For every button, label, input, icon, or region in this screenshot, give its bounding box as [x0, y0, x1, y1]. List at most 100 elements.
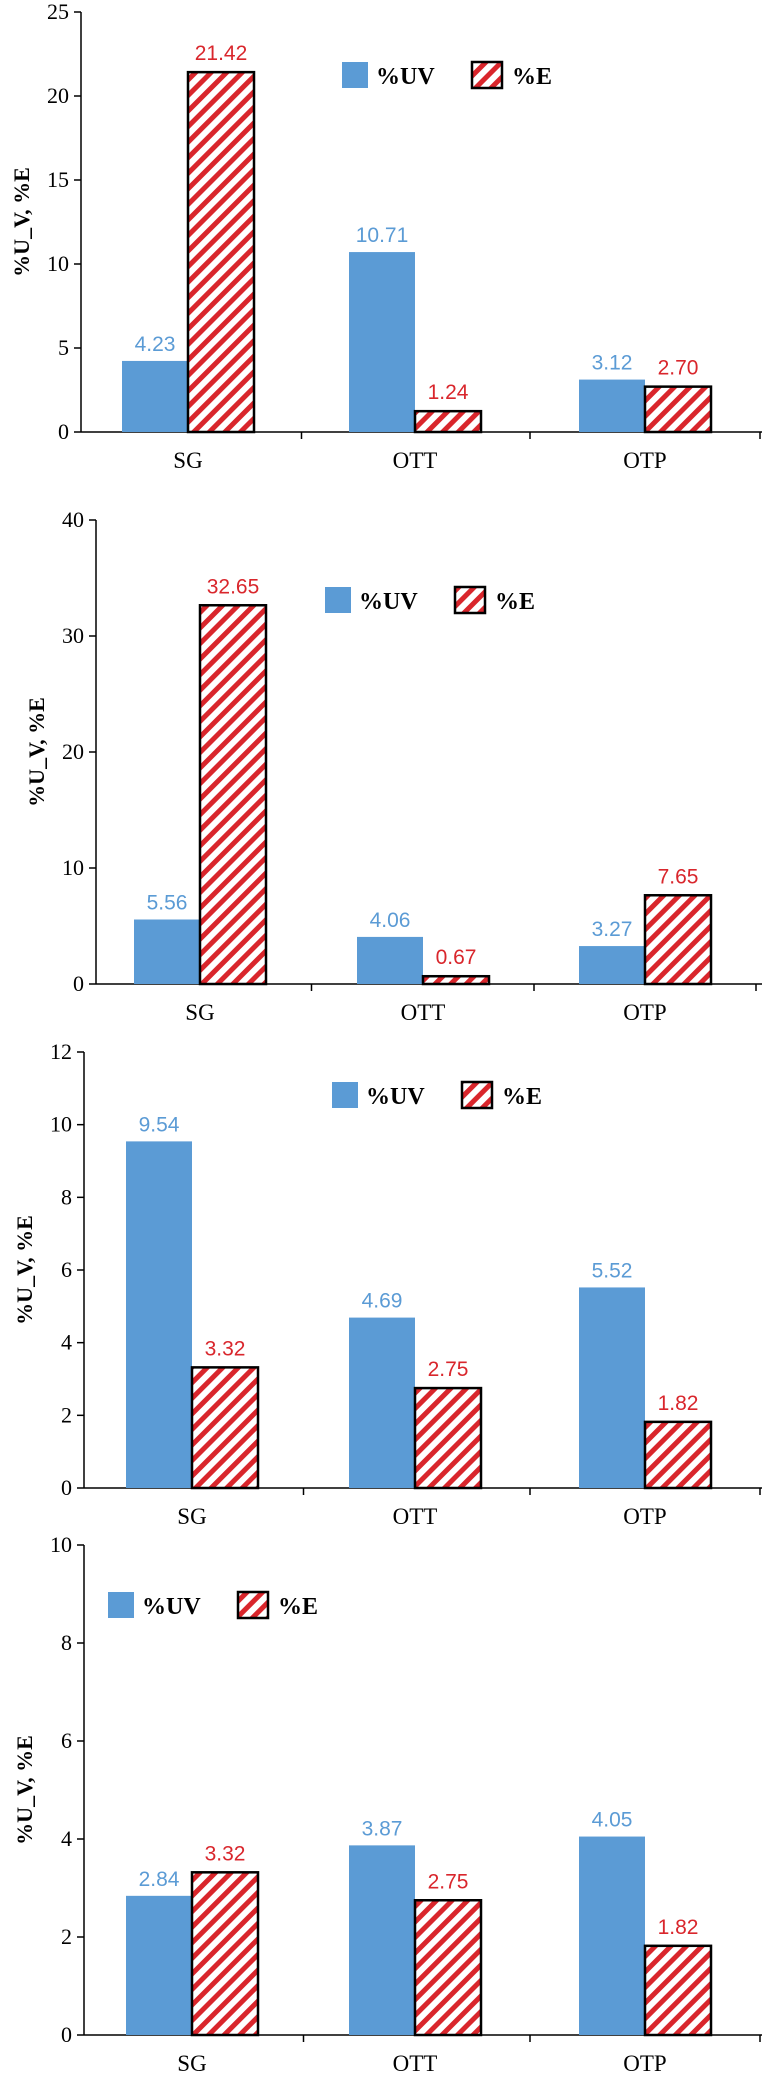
- bar-e-sg: [186, 70, 256, 434]
- legend-label-uv: %UV: [359, 589, 418, 615]
- data-label-e-otp: 7.65: [658, 865, 699, 888]
- bar-uv-ott: [349, 1845, 415, 2035]
- x-category-label: SG: [177, 1504, 206, 1529]
- data-label-e-sg: 3.32: [205, 1842, 246, 1865]
- y-tick-label: 20: [62, 739, 84, 764]
- y-tick-label: 0: [73, 971, 84, 996]
- legend: %UV %E: [325, 585, 535, 615]
- data-label-e-otp: 2.70: [658, 357, 699, 380]
- y-tick-label: 0: [61, 2022, 72, 2047]
- data-label-e-otp: 1.82: [658, 1392, 699, 1415]
- data-label-uv-ott: 3.87: [362, 1817, 403, 1840]
- data-label-uv-otp: 3.27: [592, 918, 633, 941]
- data-label-e-ott: 0.67: [436, 946, 477, 969]
- legend-label-e: %E: [495, 589, 535, 615]
- data-label-e-ott: 2.75: [428, 1358, 469, 1381]
- y-tick-label: 5: [58, 335, 69, 360]
- bar-e-otp: [643, 1944, 713, 2037]
- bar-uv-sg: [122, 360, 188, 432]
- y-tick-label: 2: [61, 1402, 72, 1427]
- legend-swatch-uv: [325, 587, 351, 613]
- legend-label-uv: %UV: [366, 1084, 425, 1110]
- x-category-label: OTT: [393, 448, 438, 473]
- y-tick-label: 15: [47, 167, 69, 192]
- bar-e-ott: [413, 1899, 483, 2037]
- y-tick-label: 10: [50, 1532, 72, 1557]
- y-tick-label: 25: [47, 0, 69, 24]
- bar-uv-otp: [579, 1836, 645, 2035]
- y-tick-label: 4: [61, 1330, 72, 1355]
- y-tick-label: 10: [47, 251, 69, 276]
- y-axis-label: %U_V, %E: [24, 697, 49, 807]
- legend-swatch-uv: [108, 1592, 134, 1618]
- legend: %UV %E: [108, 1590, 318, 1620]
- legend-label-e: %E: [278, 1594, 318, 1620]
- bar-e-otp: [643, 385, 713, 434]
- x-category-label: OTT: [393, 1504, 438, 1529]
- data-label-uv-sg: 4.23: [135, 333, 176, 356]
- data-label-e-sg: 32.65: [207, 575, 260, 598]
- x-category-label: OTT: [393, 2051, 438, 2076]
- y-tick-label: 12: [50, 1039, 72, 1064]
- data-label-e-ott: 1.24: [428, 381, 469, 404]
- data-label-e-otp: 1.82: [658, 1916, 699, 1939]
- bar-uv-ott: [357, 936, 423, 984]
- bar-e-otp: [643, 1420, 713, 1490]
- x-category-label: OTP: [623, 2051, 666, 2076]
- bar-uv-otp: [579, 379, 645, 432]
- y-tick-label: 8: [61, 1184, 72, 1209]
- bar-uv-sg: [126, 1141, 192, 1488]
- bar-e-sg: [190, 1366, 260, 1490]
- legend-label-uv: %UV: [376, 64, 435, 90]
- bar-uv-otp: [579, 946, 645, 984]
- legend-swatch-uv: [332, 1082, 358, 1108]
- bar-uv-ott: [349, 252, 415, 432]
- legend-swatch-e: [460, 1080, 494, 1110]
- y-tick-label: 2: [61, 1924, 72, 1949]
- x-category-label: OTP: [623, 1000, 666, 1025]
- legend-label-e: %E: [502, 1084, 542, 1110]
- legend: %UV %E: [342, 60, 552, 90]
- chart-panel-2: 0 10 20 30 40 %U_V, %E 5.56 32.65 SG 4.06 0.67 OTT 3…: [24, 507, 762, 1025]
- legend-swatch-e: [236, 1590, 270, 1620]
- chart-panel-1: 0 5 10 15 20 25 %U_V, %E 4.23 21.42 SG 10.71 1.24 OT…: [9, 0, 762, 473]
- y-tick-label: 20: [47, 83, 69, 108]
- bar-uv-ott: [349, 1317, 415, 1488]
- bar-e-ott: [421, 974, 491, 986]
- bar-e-sg: [198, 604, 268, 986]
- y-axis-label: %U_V, %E: [9, 167, 34, 277]
- x-category-label: SG: [185, 1000, 214, 1025]
- y-tick-label: 10: [62, 855, 84, 880]
- legend-swatch-uv: [342, 62, 368, 88]
- data-label-e-ott: 2.75: [428, 1870, 469, 1893]
- x-category-label: OTP: [623, 448, 666, 473]
- y-axis-label: %U_V, %E: [12, 1215, 37, 1325]
- y-tick-label: 30: [62, 623, 84, 648]
- y-tick-label: 6: [61, 1257, 72, 1282]
- bar-e-otp: [643, 894, 713, 986]
- data-label-e-sg: 21.42: [195, 42, 248, 65]
- y-axis-label: %U_V, %E: [12, 1735, 37, 1845]
- y-tick-label: 0: [58, 419, 69, 444]
- data-label-uv-sg: 2.84: [139, 1868, 180, 1891]
- y-tick-label: 0: [61, 1475, 72, 1500]
- data-label-e-sg: 3.32: [205, 1337, 246, 1360]
- legend-swatch-e: [453, 585, 487, 615]
- data-label-uv-otp: 5.52: [592, 1259, 633, 1282]
- x-category-label: OTT: [401, 1000, 446, 1025]
- bar-e-ott: [413, 409, 483, 434]
- y-tick-label: 4: [61, 1826, 72, 1851]
- legend-swatch-e: [470, 60, 504, 90]
- y-tick-label: 40: [62, 507, 84, 532]
- legend: %UV %E: [332, 1080, 542, 1110]
- data-label-uv-ott: 4.69: [362, 1290, 403, 1313]
- data-label-uv-sg: 9.54: [139, 1113, 180, 1136]
- x-category-label: SG: [177, 2051, 206, 2076]
- y-tick-label: 10: [50, 1112, 72, 1137]
- chart-panel-4: 0 2 4 6 8 10 %U_V, %E 2.84 3.32 SG 3.87 2.75 OTT 4.05…: [12, 1532, 762, 2076]
- bar-e-ott: [413, 1386, 483, 1490]
- legend-label-uv: %UV: [142, 1594, 201, 1620]
- data-label-uv-otp: 4.05: [592, 1809, 633, 1832]
- data-label-uv-ott: 4.06: [370, 909, 411, 932]
- chart-panel-3: 0 2 4 6 8 10 12 %U_V, %E 9.54 3.32 SG 4.69 2.75 OTT 5.…: [12, 1039, 762, 1529]
